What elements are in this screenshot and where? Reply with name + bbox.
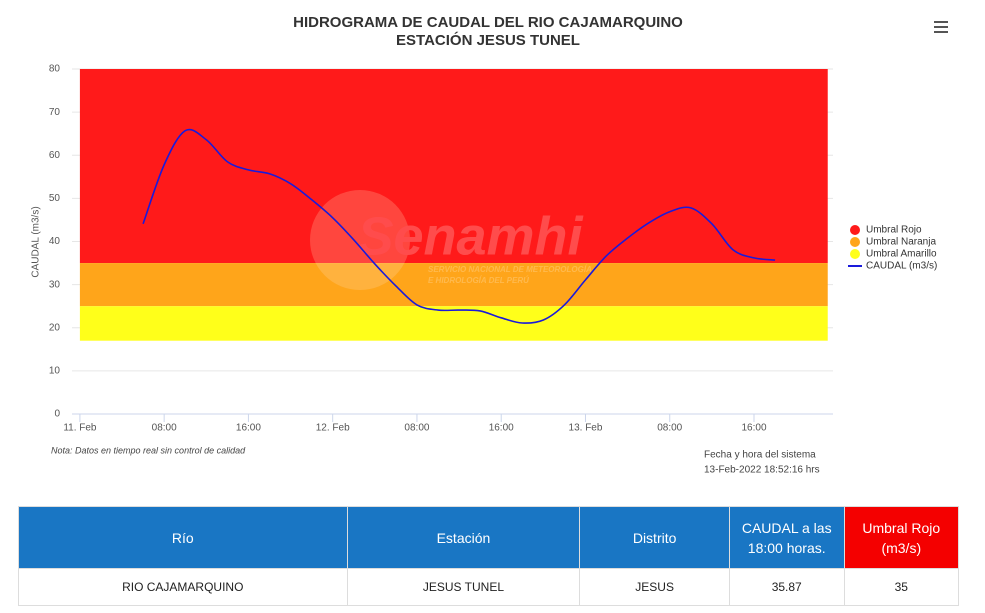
menu-button[interactable] <box>934 21 948 33</box>
column-header: Estación <box>346 506 581 569</box>
x-tick-label: 16:00 <box>489 423 514 434</box>
system-time: 13-Feb-2022 18:52:16 hrs <box>704 465 820 476</box>
watermark-text: E HIDROLOGÍA DEL PERÚ <box>428 276 529 285</box>
legend-marker <box>850 237 860 247</box>
table-header: Río Estación Distrito CAUDAL a las 18:00 ho… <box>18 506 960 569</box>
table-cell: 35 <box>843 568 960 606</box>
legend-label: CAUDAL (m3/s) <box>866 261 937 272</box>
x-tick-label: 08:00 <box>657 423 682 434</box>
y-tick-label: 10 <box>49 366 61 377</box>
chart-subtitle: ESTACIÓN JESUS TUNEL <box>396 31 580 49</box>
legend-label: Umbral Rojo <box>866 225 922 236</box>
table-cell: JESUS TUNEL <box>346 568 581 606</box>
legend-label: Umbral Naranja <box>866 237 936 248</box>
column-header: Umbral Rojo (m3/s) <box>843 506 960 569</box>
x-tick-label: 08:00 <box>404 423 429 434</box>
x-tick-label: 08:00 <box>152 423 177 434</box>
threshold-band <box>79 306 828 341</box>
x-tick-label: 16:00 <box>236 423 261 434</box>
watermark-logo: Senamhi <box>357 206 583 266</box>
y-tick-label: 60 <box>49 150 61 161</box>
column-header: Río <box>18 506 348 569</box>
table-body: RIO CAJAMARQUINO JESUS TUNEL JESUS 35.87 35 <box>18 568 960 606</box>
y-tick-label: 0 <box>54 409 60 420</box>
x-tick-label: 11. Feb <box>63 423 97 434</box>
threshold-band <box>79 263 828 307</box>
legend-label: Umbral Amarillo <box>866 249 937 260</box>
column-header: Distrito <box>579 506 730 569</box>
data-line <box>142 128 776 324</box>
plot <box>72 68 833 422</box>
y-tick-label: 80 <box>49 64 61 75</box>
table-cell: JESUS <box>579 568 730 606</box>
watermark: Senamhi SERVICIO NACIONAL DE METEOROLOGÍ… <box>310 190 592 290</box>
chart: HIDROGRAMA DE CAUDAL DEL RIO CAJAMARQUIN… <box>31 14 948 476</box>
chart-title: HIDROGRAMA DE CAUDAL DEL RIO CAJAMARQUIN… <box>293 14 683 31</box>
y-tick-label: 50 <box>49 193 61 204</box>
y-tick-label: 40 <box>49 236 61 247</box>
x-tick-label: 12. Feb <box>316 423 350 434</box>
y-axis-label: CAUDAL (m3/s) <box>31 206 42 277</box>
y-tick-label: 30 <box>49 279 61 290</box>
y-tick-label: 70 <box>49 107 61 118</box>
legend-marker <box>850 225 860 235</box>
table-row: RIO CAJAMARQUINO JESUS TUNEL JESUS 35.87 35 <box>18 568 960 606</box>
note: Nota: Datos en tiempo real sin control d… <box>51 445 246 455</box>
system-time-label: Fecha y hora del sistema <box>704 450 816 461</box>
table-cell: RIO CAJAMARQUINO <box>18 568 348 606</box>
watermark-text: SERVICIO NACIONAL DE METEOROLOGÍA <box>428 265 592 274</box>
data-table: Río Estación Distrito CAUDAL a las 18:00 ho… <box>18 506 960 606</box>
y-tick-label: 20 <box>49 322 61 333</box>
x-tick-label: 16:00 <box>741 423 766 434</box>
legend-marker <box>850 249 860 259</box>
threshold-band <box>79 69 828 264</box>
column-header: CAUDAL a las 18:00 horas. <box>728 506 845 569</box>
table-cell: 35.87 <box>728 568 845 606</box>
x-tick-label: 13. Feb <box>569 423 603 434</box>
